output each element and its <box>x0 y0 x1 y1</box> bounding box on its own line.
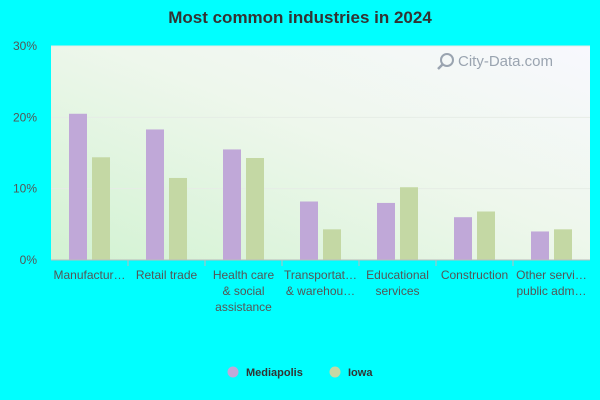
x-category-label: Retail trade <box>136 268 198 282</box>
legend-label-mediapolis: Mediapolis <box>246 367 303 379</box>
bar-iowa-6[interactable] <box>554 229 572 260</box>
x-category-label: & social <box>222 284 264 298</box>
bar-mediapolis-2[interactable] <box>223 149 241 260</box>
x-category-label: services <box>375 284 419 298</box>
x-category-label: public adm… <box>516 284 586 298</box>
x-category-label: Transportat… <box>284 268 357 282</box>
legend-label-iowa: Iowa <box>348 367 373 379</box>
y-tick-label: 0% <box>20 253 38 267</box>
bar-mediapolis-4[interactable] <box>377 202 395 260</box>
y-tick-label: 10% <box>13 182 37 196</box>
x-category-label: & warehou… <box>286 284 355 298</box>
bar-iowa-1[interactable] <box>169 177 187 260</box>
x-category-label: Construction <box>441 268 508 282</box>
bar-mediapolis-0[interactable] <box>69 113 87 261</box>
bar-iowa-0[interactable] <box>92 157 110 260</box>
magnifier-icon <box>437 53 454 70</box>
bar-mediapolis-3[interactable] <box>300 201 318 260</box>
y-tick-label: 30% <box>13 39 37 53</box>
watermark-text: City-Data.com <box>458 53 553 70</box>
bar-iowa-2[interactable] <box>246 157 264 260</box>
y-tick-label: 20% <box>13 110 37 124</box>
x-category-label: Manufactur… <box>53 268 125 282</box>
plot-area <box>51 46 590 260</box>
x-category-label: Other servi… <box>516 268 587 282</box>
x-category-label: assistance <box>215 300 272 314</box>
x-category-label: Educational <box>366 268 429 282</box>
bar-mediapolis-1[interactable] <box>146 129 164 260</box>
bar-mediapolis-5[interactable] <box>454 217 472 260</box>
legend-swatch-mediapolis <box>227 366 239 378</box>
bar-iowa-5[interactable] <box>477 211 495 260</box>
bar-iowa-3[interactable] <box>323 229 341 260</box>
legend-swatch-iowa <box>329 366 341 378</box>
bar-iowa-4[interactable] <box>400 187 418 260</box>
bar-mediapolis-6[interactable] <box>531 231 549 260</box>
chart-title: Most common industries in 2024 <box>168 8 432 27</box>
x-category-label: Health care <box>213 268 275 282</box>
watermark: City-Data.com <box>437 53 553 70</box>
